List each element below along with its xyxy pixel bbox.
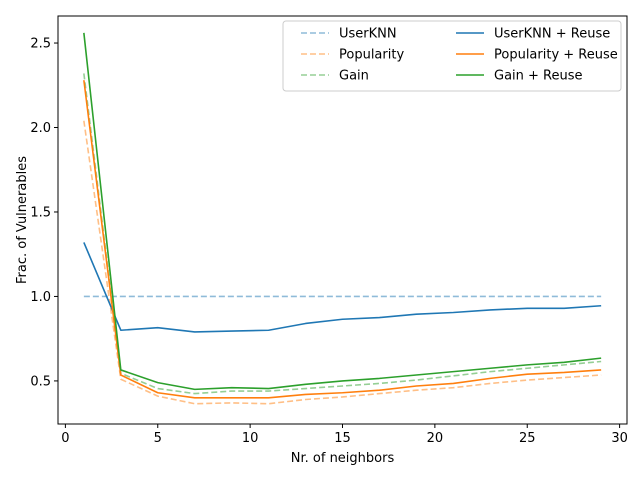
series-line-gain-reuse bbox=[83, 32, 602, 391]
legend: UserKNN Popularity Gain UserKNN + Reuse Popu… bbox=[282, 20, 622, 92]
y-tick-label: 1.0 bbox=[30, 290, 51, 305]
series-line-gain bbox=[83, 73, 602, 395]
legend-label: UserKNN + Reuse bbox=[494, 27, 610, 42]
legend-label: UserKNN bbox=[339, 27, 397, 42]
x-tick-label: 25 bbox=[519, 431, 536, 446]
legend-label: Popularity + Reuse bbox=[494, 48, 618, 63]
x-tick-label: 5 bbox=[154, 431, 162, 446]
y-axis-label: Frac. of Vulnerables bbox=[15, 156, 30, 284]
x-tick-label: 20 bbox=[427, 431, 444, 446]
legend-label: Gain + Reuse bbox=[494, 69, 583, 84]
legend-label: Popularity bbox=[339, 48, 404, 63]
series-line-userknn-reuse bbox=[83, 242, 602, 333]
x-tick-label: 30 bbox=[611, 431, 628, 446]
legend-label: Gain bbox=[339, 69, 369, 84]
x-tick-label: 10 bbox=[242, 431, 259, 446]
x-tick-label: 15 bbox=[334, 431, 351, 446]
legend-box bbox=[282, 20, 622, 92]
y-tick-label: 2.0 bbox=[30, 121, 51, 136]
series-line-popularity-reuse bbox=[83, 80, 602, 399]
y-tick-label: 1.5 bbox=[30, 205, 51, 220]
x-axis-label: Nr. of neighbors bbox=[291, 451, 395, 466]
series-layer bbox=[83, 32, 602, 405]
y-axis: 0.5 1.0 1.5 2.0 2.5 bbox=[30, 37, 58, 389]
x-axis: 0 5 10 15 20 25 30 bbox=[61, 424, 628, 446]
y-tick-label: 0.5 bbox=[30, 374, 51, 389]
series-line-popularity bbox=[83, 120, 602, 405]
y-tick-label: 2.5 bbox=[30, 37, 51, 52]
x-tick-label: 0 bbox=[61, 431, 69, 446]
